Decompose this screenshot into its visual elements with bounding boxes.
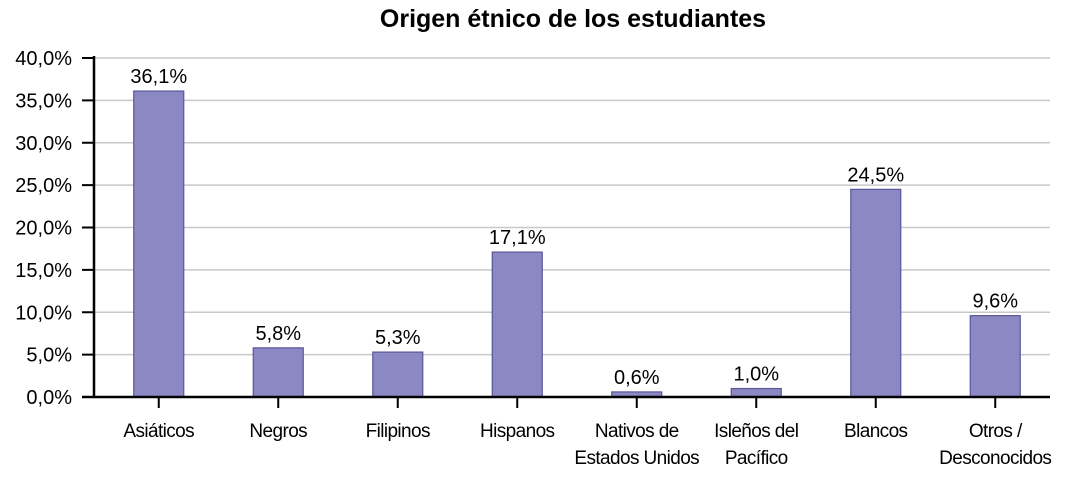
bar-value-label: 0,6%	[614, 367, 660, 389]
x-category-label: Filipinos	[366, 421, 430, 442]
bar-value-label: 24,5%	[847, 164, 904, 186]
gridlines	[94, 57, 1050, 356]
bar-value-label: 5,3%	[375, 327, 421, 349]
x-category-label: Negros	[249, 421, 307, 442]
bar-value-label: 17,1%	[489, 227, 546, 249]
x-category-label: Hispanos	[480, 421, 555, 442]
bar-value-label: 9,6%	[972, 291, 1018, 313]
x-category-label: Estados Unidos	[574, 448, 699, 469]
x-category-label: Nativos de	[595, 421, 679, 442]
bar	[969, 315, 1021, 398]
y-tick-label: 10,0%	[15, 302, 72, 324]
x-category-label: Isleños del	[714, 421, 798, 442]
x-axis: Asiáticos Negros Filipinos Hispanos Nativos …	[82, 395, 1052, 469]
x-category-label: Pacífico	[725, 448, 788, 469]
y-tick-label: 0,0%	[26, 387, 72, 409]
x-category-label: Blancos	[844, 421, 907, 442]
chart-title: Origen étnico de los estudiantes	[380, 5, 766, 33]
y-tick-label: 15,0%	[15, 260, 72, 282]
bar	[850, 188, 902, 398]
x-category-label: Asiáticos	[123, 421, 194, 442]
bar-value-label: 36,1%	[130, 66, 187, 88]
bar	[133, 90, 185, 398]
y-tick-label: 20,0%	[15, 218, 72, 240]
y-tick-label: 40,0%	[15, 48, 72, 70]
x-category-label: Otros /	[969, 421, 1023, 442]
bars: 36,1% 5,8% 5,3% 17,1% 0,6% 1,0% 24,5% 9,6%	[130, 66, 1021, 398]
y-axis: 0,0% 5,0% 10,0% 15,0% 20,0% 25,0% 30,0% 35,0% 40…	[15, 48, 96, 409]
y-tick-label: 5,0%	[26, 345, 72, 367]
bar	[491, 251, 543, 398]
x-category-label: Desconocidos	[939, 448, 1051, 469]
bar	[730, 387, 782, 398]
y-tick-label: 25,0%	[15, 175, 72, 197]
bar-value-label: 1,0%	[733, 364, 779, 386]
bar	[372, 351, 424, 398]
y-tick-label: 35,0%	[15, 90, 72, 112]
bar-value-label: 5,8%	[255, 323, 301, 345]
y-tick-label: 30,0%	[15, 133, 72, 155]
bar	[252, 347, 304, 398]
